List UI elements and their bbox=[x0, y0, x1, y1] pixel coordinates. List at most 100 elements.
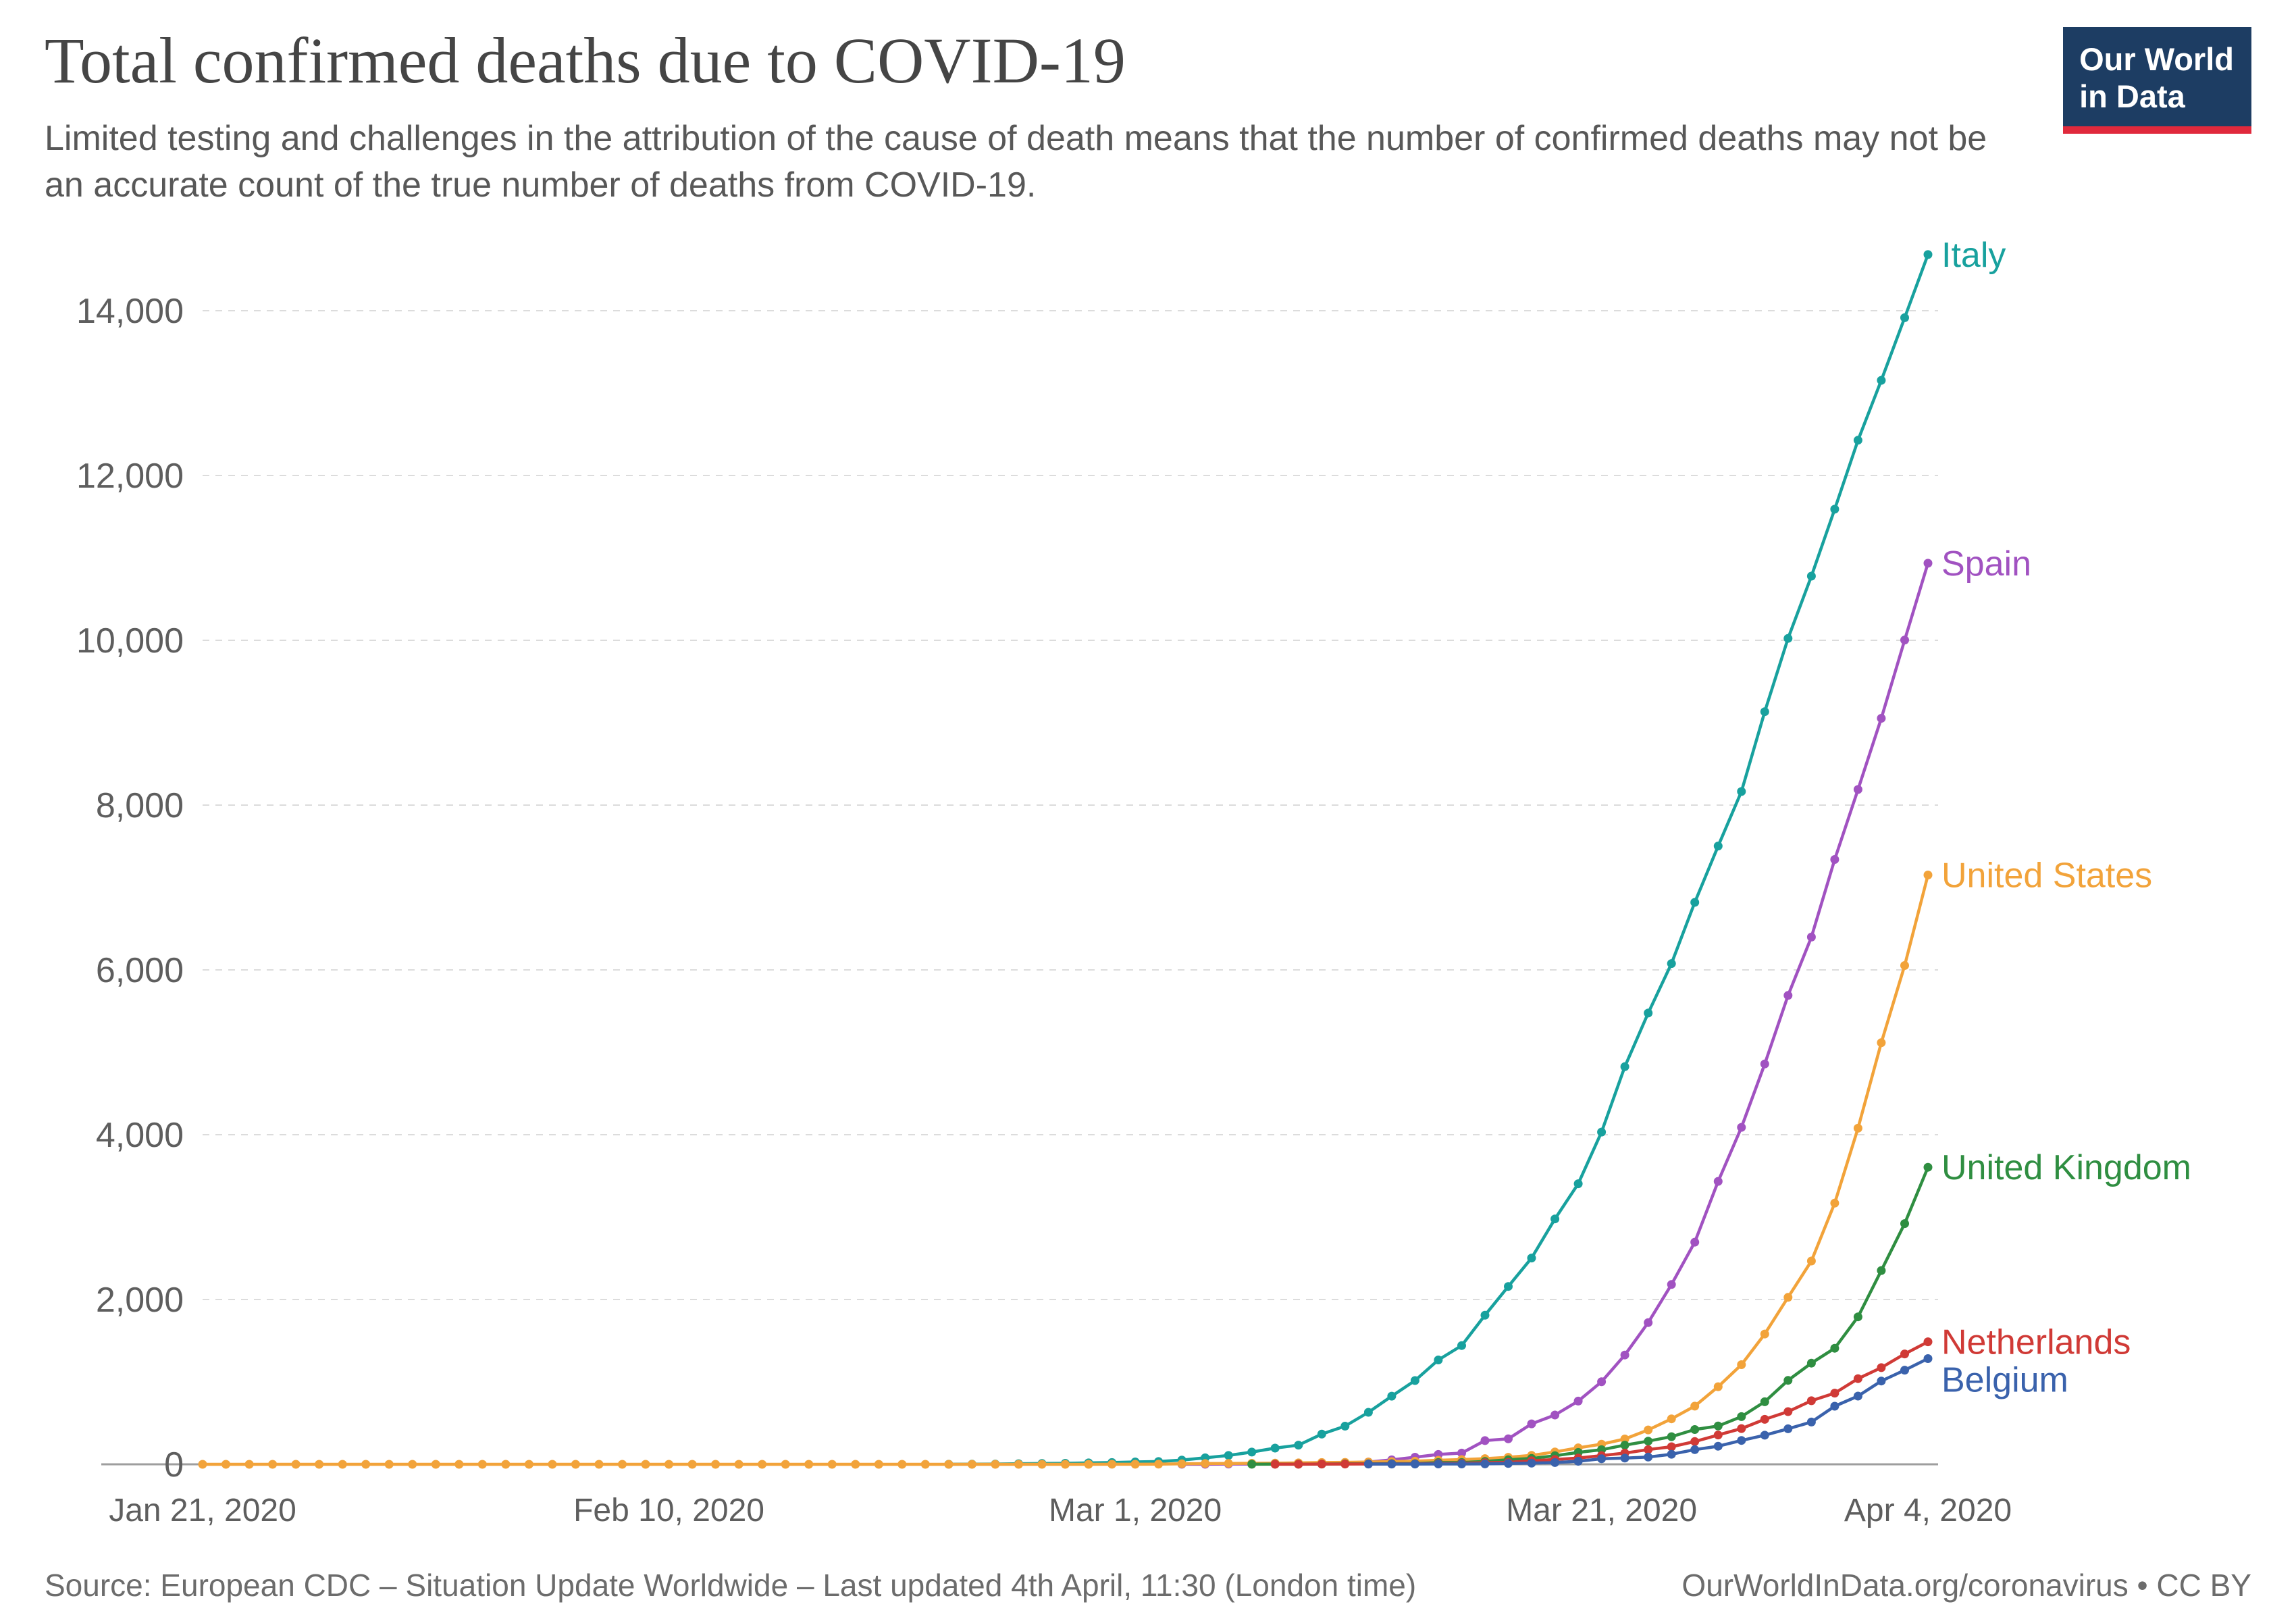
data-point-italy bbox=[1830, 505, 1840, 514]
data-point-italy bbox=[1597, 1127, 1607, 1137]
data-point-united-kingdom bbox=[1900, 1219, 1909, 1229]
data-point-united-states bbox=[221, 1460, 230, 1469]
data-point-belgium bbox=[1597, 1454, 1607, 1464]
y-axis-label: 10,000 bbox=[76, 621, 184, 661]
data-point-belgium bbox=[1830, 1401, 1840, 1411]
data-point-united-states bbox=[244, 1460, 254, 1469]
data-point-belgium bbox=[1504, 1459, 1513, 1468]
series-label-united-kingdom: United Kingdom bbox=[1941, 1148, 2191, 1187]
data-point-united-states bbox=[1877, 1038, 1886, 1048]
data-point-united-states bbox=[1690, 1401, 1700, 1411]
data-point-belgium bbox=[1644, 1452, 1653, 1462]
data-point-netherlands bbox=[1900, 1349, 1909, 1359]
data-point-belgium bbox=[1527, 1458, 1536, 1468]
data-point-netherlands bbox=[1667, 1442, 1676, 1451]
data-point-spain bbox=[1667, 1280, 1676, 1289]
y-axis-label: 12,000 bbox=[76, 457, 184, 496]
data-point-italy bbox=[1550, 1214, 1560, 1224]
data-point-united-states bbox=[804, 1460, 814, 1469]
data-point-united-kingdom bbox=[1690, 1425, 1700, 1434]
data-point-united-states bbox=[1107, 1460, 1117, 1469]
data-point-belgium bbox=[1806, 1417, 1816, 1426]
data-point-italy bbox=[1247, 1447, 1257, 1457]
data-point-united-states bbox=[920, 1460, 930, 1469]
data-point-spain bbox=[1900, 636, 1909, 645]
data-point-belgium bbox=[1573, 1457, 1583, 1466]
data-point-united-kingdom bbox=[1783, 1376, 1793, 1385]
data-point-belgium bbox=[1690, 1445, 1700, 1454]
data-point-united-states bbox=[897, 1460, 907, 1469]
data-point-spain bbox=[1504, 1434, 1513, 1443]
data-point-netherlands bbox=[1923, 1337, 1933, 1347]
x-axis-label: Feb 10, 2020 bbox=[573, 1493, 764, 1528]
data-point-united-states bbox=[501, 1460, 511, 1469]
data-point-united-states bbox=[1783, 1293, 1793, 1302]
data-point-italy bbox=[1737, 787, 1746, 796]
data-point-netherlands bbox=[1317, 1460, 1326, 1469]
data-point-united-states bbox=[734, 1460, 743, 1469]
data-point-united-states bbox=[338, 1460, 347, 1469]
data-point-united-kingdom bbox=[1806, 1358, 1816, 1368]
data-point-spain bbox=[1597, 1377, 1607, 1387]
data-point-italy bbox=[1294, 1441, 1303, 1450]
data-point-spain bbox=[1760, 1059, 1769, 1069]
data-point-italy bbox=[1783, 634, 1793, 643]
data-point-united-kingdom bbox=[1644, 1437, 1653, 1446]
data-point-spain bbox=[1783, 991, 1793, 1000]
data-point-belgium bbox=[1667, 1449, 1676, 1459]
data-point-italy bbox=[1877, 376, 1886, 385]
data-point-belgium bbox=[1457, 1460, 1466, 1468]
series-label-italy: Italy bbox=[1941, 236, 2006, 275]
data-point-belgium bbox=[1923, 1354, 1933, 1363]
data-point-belgium bbox=[1620, 1453, 1629, 1463]
data-point-netherlands bbox=[1737, 1424, 1746, 1433]
data-point-united-states bbox=[431, 1460, 440, 1469]
data-point-united-states bbox=[967, 1460, 976, 1469]
data-point-italy bbox=[1270, 1443, 1280, 1453]
data-point-spain bbox=[1620, 1350, 1629, 1360]
data-point-united-kingdom bbox=[1620, 1441, 1629, 1450]
data-point-united-states bbox=[477, 1460, 487, 1469]
data-point-united-states bbox=[1084, 1460, 1093, 1469]
data-point-netherlands bbox=[1830, 1389, 1840, 1398]
chart-header: Total confirmed deaths due to COVID-19 L… bbox=[45, 23, 2026, 208]
data-point-netherlands bbox=[1713, 1431, 1723, 1440]
data-point-italy bbox=[1900, 313, 1909, 322]
data-point-italy bbox=[1853, 436, 1862, 445]
data-point-italy bbox=[1644, 1008, 1653, 1018]
series-line-italy bbox=[948, 254, 1930, 1466]
data-point-united-states bbox=[1130, 1460, 1140, 1469]
data-point-united-kingdom bbox=[1877, 1266, 1886, 1275]
data-point-spain bbox=[1853, 785, 1862, 794]
data-point-united-states bbox=[524, 1460, 533, 1469]
data-point-united-states bbox=[1713, 1382, 1723, 1391]
y-axis-label: 4,000 bbox=[96, 1116, 184, 1155]
data-point-spain bbox=[1713, 1177, 1723, 1186]
data-point-belgium bbox=[1737, 1436, 1746, 1445]
data-point-italy bbox=[1806, 571, 1816, 581]
data-point-united-states bbox=[291, 1460, 301, 1469]
x-axis-label: Mar 21, 2020 bbox=[1506, 1493, 1697, 1528]
data-point-netherlands bbox=[1340, 1460, 1350, 1469]
data-point-netherlands bbox=[1783, 1407, 1793, 1416]
data-point-spain bbox=[1806, 932, 1816, 942]
data-point-netherlands bbox=[1644, 1445, 1653, 1454]
data-point-united-states bbox=[687, 1460, 697, 1469]
data-point-united-states bbox=[874, 1460, 883, 1469]
series-label-netherlands: Netherlands bbox=[1941, 1323, 2131, 1362]
data-point-italy bbox=[1434, 1356, 1443, 1364]
data-point-united-states bbox=[827, 1460, 837, 1469]
owid-logo-line2: in Data bbox=[2079, 78, 2185, 115]
data-point-united-kingdom bbox=[1247, 1460, 1257, 1469]
data-point-united-states bbox=[1061, 1460, 1070, 1469]
data-point-united-states bbox=[1900, 961, 1909, 970]
data-point-united-kingdom bbox=[1713, 1421, 1723, 1431]
data-point-italy bbox=[1504, 1282, 1513, 1291]
data-point-united-kingdom bbox=[1853, 1312, 1862, 1322]
data-point-belgium bbox=[1410, 1460, 1419, 1469]
data-point-united-states bbox=[408, 1460, 417, 1469]
data-point-united-kingdom bbox=[1760, 1397, 1769, 1406]
data-point-belgium bbox=[1713, 1441, 1723, 1451]
data-point-united-states bbox=[641, 1460, 650, 1469]
data-point-belgium bbox=[1387, 1460, 1397, 1469]
